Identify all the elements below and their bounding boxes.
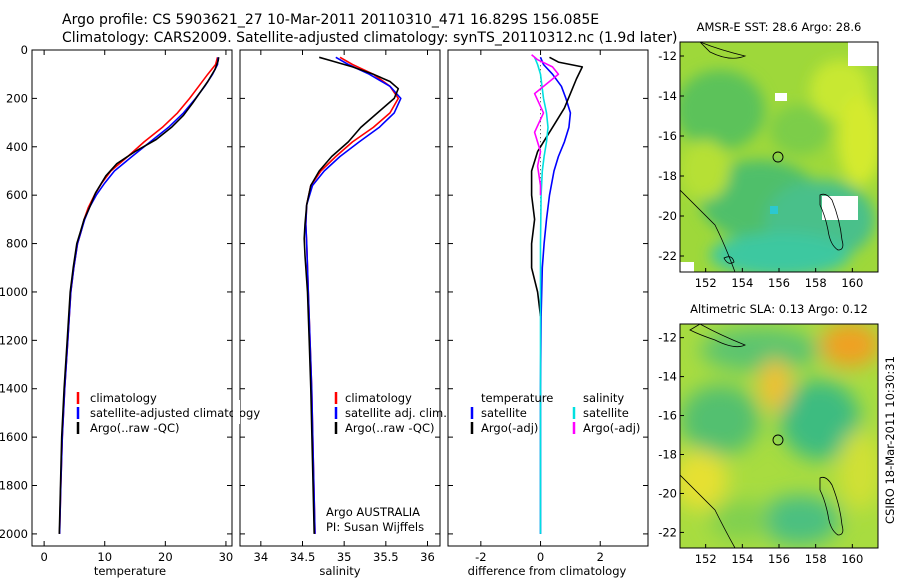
temperature-legend: climatology satellite-adjusted climatolo…: [76, 391, 260, 435]
float-country: Argo AUSTRALIA: [326, 505, 420, 519]
lat-tick-label: -14: [658, 89, 677, 103]
sla-map-field: [680, 324, 878, 548]
legend-temperature-heading: temperature: [481, 391, 553, 405]
legend-temp-argo: Argo(-adj): [481, 421, 538, 435]
lat-tick-label: -12: [658, 331, 677, 345]
lon-tick-label: 154: [731, 552, 753, 566]
temperature-series-satellite-adjusted-climatology: [58, 57, 219, 534]
lon-tick-label: 158: [805, 276, 827, 290]
lat-tick-label: -18: [658, 169, 677, 183]
lat-tick-label: -20: [658, 486, 677, 500]
x-tick-label: 34.5: [290, 550, 316, 564]
timestamp-stamp: CSIRO 18-Mar-2011 10:30:31: [883, 356, 897, 524]
depth-tick-label: 2000: [0, 527, 28, 541]
salinity-series-satellite-adj-clim-: [304, 56, 402, 534]
lat-tick-label: -16: [658, 409, 677, 423]
legend-climatology: climatology: [345, 391, 412, 405]
depth-tick-label: 1200: [0, 333, 28, 347]
difference-series-salinity-argo-adj-: [531, 54, 560, 196]
difference-panel-frame: [447, 49, 649, 547]
legend-satellite-adj: satellite adj. clim.: [345, 406, 447, 420]
difference-xlabel: difference from climatology: [468, 564, 627, 578]
x-tick-label: 34: [254, 550, 269, 564]
lat-tick-label: -22: [658, 249, 677, 263]
legend-satellite-adjusted: satellite-adjusted climatology: [90, 406, 260, 420]
lat-tick-label: -12: [658, 49, 677, 63]
lon-tick-label: 160: [841, 276, 863, 290]
depth-tick-label: 1600: [0, 430, 28, 444]
header-line-1: Argo profile: CS 5903621_27 10-Mar-2011 …: [62, 12, 599, 28]
difference-series-temperature-satellite: [539, 56, 572, 534]
x-tick-label: 36: [420, 550, 435, 564]
depth-tick-label: 800: [6, 237, 28, 251]
depth-tick-label: 1800: [0, 479, 28, 493]
float-pi: PI: Susan Wijffels: [326, 520, 424, 534]
legend-climatology: climatology: [90, 391, 157, 405]
lat-tick-label: -22: [658, 525, 677, 539]
lat-tick-label: -18: [658, 448, 677, 462]
x-tick-label: 35: [337, 550, 352, 564]
salinity-xlabel: salinity: [319, 564, 360, 578]
lon-tick-label: 152: [695, 552, 717, 566]
legend-clip-mask: [233, 400, 240, 424]
depth-tick-label: 1400: [0, 382, 28, 396]
lon-tick-label: 158: [805, 552, 827, 566]
legend-argo: Argo(..raw -QC): [90, 421, 180, 435]
x-tick-label: 35.5: [373, 550, 399, 564]
lon-tick-label: 160: [841, 552, 863, 566]
sst-map-ticks: 152 154 156 158 160 -12 -14 -16 -18 -20 -22: [658, 49, 863, 290]
temperature-series-climatology: [58, 57, 219, 534]
depth-tick-label: 0: [21, 43, 28, 57]
legend-argo: Argo(..raw -QC): [345, 421, 435, 435]
x-tick-label: -2: [475, 550, 486, 564]
sla-map-ticks: 152 154 156 158 160 -12 -14 -16 -18 -20 -22: [658, 331, 863, 566]
lat-tick-label: -14: [658, 370, 677, 384]
salinity-series-argo-raw-qc-: [303, 56, 400, 534]
temperature-series-argo-raw-qc-: [58, 57, 220, 534]
depth-tick-label: 400: [6, 140, 28, 154]
salinity-panel-frame: [239, 49, 441, 547]
profile-lines: [58, 54, 584, 534]
salinity-series-climatology: [304, 56, 400, 534]
temperature-xlabel: temperature: [94, 564, 166, 578]
x-tick-label: 10: [97, 550, 112, 564]
x-tick-label: 2: [597, 550, 604, 564]
depth-tick-label: 600: [6, 188, 28, 202]
sla-map-title: Altimetric SLA: 0.13 Argo: 0.12: [690, 302, 868, 316]
sst-map-title: AMSR-E SST: 28.6 Argo: 28.6: [697, 20, 862, 34]
x-tick-label: 0: [537, 550, 544, 564]
sst-map-field: [680, 42, 878, 272]
depth-tick-label: 200: [6, 91, 28, 105]
lon-tick-label: 156: [768, 552, 790, 566]
temperature-panel-frame: [31, 49, 233, 547]
lon-tick-label: 152: [695, 276, 717, 290]
salinity-legend: climatology satellite adj. clim. Argo(..…: [334, 391, 447, 435]
legend-salinity-heading: salinity: [583, 391, 624, 405]
lat-tick-label: -20: [658, 209, 677, 223]
x-tick-label: 30: [219, 550, 234, 564]
lon-tick-label: 154: [731, 276, 753, 290]
header-line-2: Climatology: CARS2009. Satellite-adjuste…: [62, 30, 677, 46]
legend-temp-satellite: satellite: [481, 406, 527, 420]
legend-sal-argo: Argo(-adj): [583, 421, 640, 435]
depth-tick-label: 1000: [0, 285, 28, 299]
x-tick-label: 20: [158, 550, 173, 564]
lon-tick-label: 156: [768, 276, 790, 290]
legend-sal-satellite: satellite: [583, 406, 629, 420]
difference-legend: temperature satellite Argo(-adj) salinit…: [470, 391, 640, 435]
lat-tick-label: -16: [658, 129, 677, 143]
x-tick-label: 0: [40, 550, 47, 564]
difference-series-temperature-argo-adj-: [530, 56, 584, 317]
axis-ticks: 0 10 20 30020040060080010001200140016001800…: [0, 43, 648, 564]
